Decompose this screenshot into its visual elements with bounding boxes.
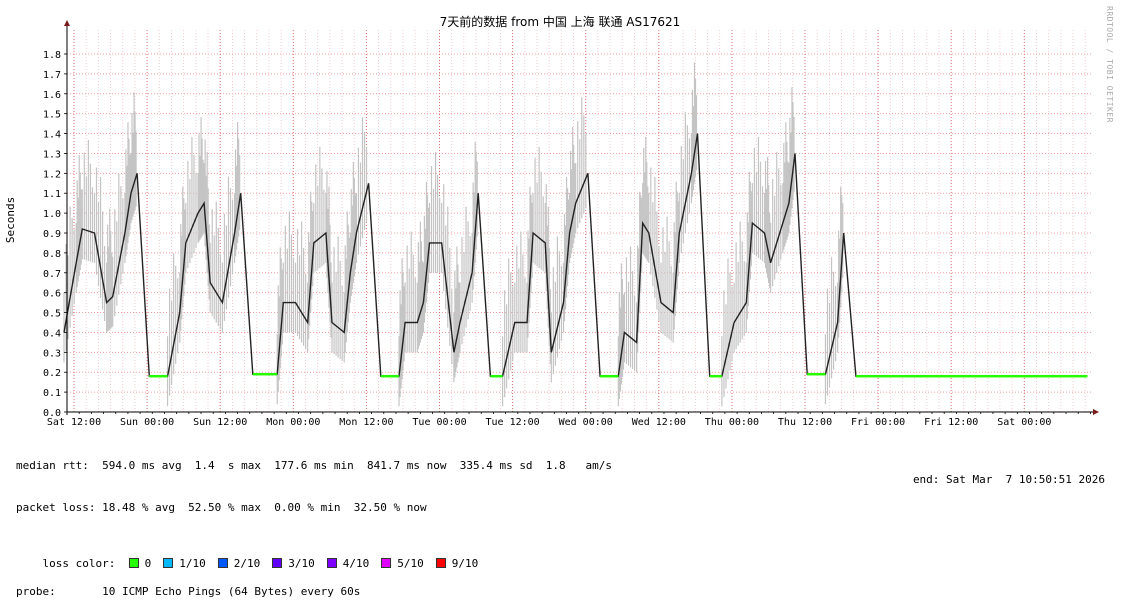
x-tick-1: Sun 00:00 xyxy=(120,417,174,428)
median-rtt-stats: median rtt: 594.0 ms avg 1.4 s max 177.6… xyxy=(16,459,613,472)
median-line xyxy=(63,133,1088,378)
x-tick-11: Fri 00:00 xyxy=(851,417,905,428)
x-axis-arrow xyxy=(1093,409,1099,415)
y-tick-8: 0.8 xyxy=(43,249,61,260)
y-tick-5: 0.5 xyxy=(43,309,61,320)
y-tick-10: 1.0 xyxy=(43,209,61,220)
loss-swatch xyxy=(128,558,139,568)
x-tick-12: Fri 12:00 xyxy=(924,417,978,428)
loss-swatch xyxy=(163,558,174,568)
loss-label: 0 xyxy=(144,557,152,570)
y-tick-17: 1.7 xyxy=(43,70,61,81)
loss-color-label: loss color: xyxy=(42,557,116,570)
loss-swatch xyxy=(217,558,228,568)
loss-label: 5/10 xyxy=(397,557,424,570)
x-tick-7: Wed 00:00 xyxy=(559,417,613,428)
loss-label: 3/10 xyxy=(288,557,315,570)
y-tick-1: 0.1 xyxy=(43,388,61,399)
loss-swatch xyxy=(381,558,392,568)
x-tick-8: Wed 12:00 xyxy=(632,417,686,428)
y-tick-15: 1.5 xyxy=(43,110,61,121)
chart-title: 7天前的数据 from 中国 上海 联通 AS17621 xyxy=(440,14,681,29)
x-tick-labels: Sat 12:00 Sun 00:00 Sun 12:00 Mon 00:00 Mon … xyxy=(47,417,1051,428)
x-tick-0: Sat 12:00 xyxy=(47,417,101,428)
loss-color-item-3: 3/10 xyxy=(272,557,315,571)
loss-color-item-0: 0 xyxy=(128,557,152,571)
y-tick-16: 1.6 xyxy=(43,90,61,101)
y-tick-labels: 0.0 0.1 0.2 0.3 0.4 0.5 0.6 0.7 0.8 0.9 1.0 1.1 1.2 1… xyxy=(43,50,61,419)
y-axis-label: Seconds xyxy=(4,197,17,243)
loss-swatch xyxy=(326,558,337,568)
y-tick-2: 0.2 xyxy=(43,368,61,379)
loss-label: 1/10 xyxy=(179,557,206,570)
end-timestamp: end: Sat Mar 7 10:50:51 2026 xyxy=(912,473,1105,486)
axes xyxy=(64,20,1099,415)
x-tick-3: Mon 00:00 xyxy=(266,417,320,428)
loss-label: 4/10 xyxy=(342,557,370,570)
latency-chart: 7天前的数据 from 中国 上海 联通 AS17621 Seconds 0.0… xyxy=(4,14,1099,428)
loss-color-item-4: 4/10 xyxy=(326,557,370,571)
loss-color-item-6: 9/10 xyxy=(435,557,479,571)
y-tick-0: 0.0 xyxy=(43,408,61,419)
loss-swatch xyxy=(272,558,283,568)
loss-color-item-5: 5/10 xyxy=(381,557,424,571)
x-tick-10: Thu 12:00 xyxy=(778,417,832,428)
rtt-smoke-area xyxy=(63,62,844,407)
y-tick-11: 1.1 xyxy=(43,189,61,200)
y-tick-9: 0.9 xyxy=(43,229,61,240)
rrdtool-watermark: RRDTOOL / TOBI OETIKER xyxy=(1105,6,1114,123)
x-tick-9: Thu 00:00 xyxy=(705,417,759,428)
loss-label: 9/10 xyxy=(451,557,479,570)
y-tick-12: 1.2 xyxy=(43,169,61,180)
loss-color-item-2: 2/10 xyxy=(217,557,261,571)
loss-label: 2/10 xyxy=(233,557,261,570)
probe-info: probe: 10 ICMP Echo Pings (64 Bytes) eve… xyxy=(16,585,361,598)
x-tick-6: Tue 12:00 xyxy=(486,417,540,428)
x-tick-13: Sat 00:00 xyxy=(997,417,1051,428)
x-tick-4: Mon 12:00 xyxy=(339,417,393,428)
loss-swatch xyxy=(435,558,446,568)
y-tick-7: 0.7 xyxy=(43,269,61,280)
packet-loss-stats: packet loss: 18.48 % avg 52.50 % max 0.0… xyxy=(16,501,427,514)
y-tick-14: 1.4 xyxy=(43,130,61,141)
y-tick-13: 1.3 xyxy=(43,149,61,160)
y-tick-6: 0.6 xyxy=(43,289,61,300)
loss-color-legend: loss color: 0 1/10 2/10 3/10 4/10 5/10 9/10 xyxy=(16,543,612,570)
y-tick-3: 0.3 xyxy=(43,348,61,359)
x-tick-5: Tue 00:00 xyxy=(412,417,466,428)
stats-legend: median rtt: 594.0 ms avg 1.4 s max 177.6… xyxy=(16,431,612,613)
y-axis-arrow xyxy=(64,20,70,26)
x-tick-2: Sun 12:00 xyxy=(193,417,247,428)
loss-color-item-1: 1/10 xyxy=(163,557,206,571)
y-tick-4: 0.4 xyxy=(43,328,61,339)
y-tick-18: 1.8 xyxy=(43,50,61,61)
